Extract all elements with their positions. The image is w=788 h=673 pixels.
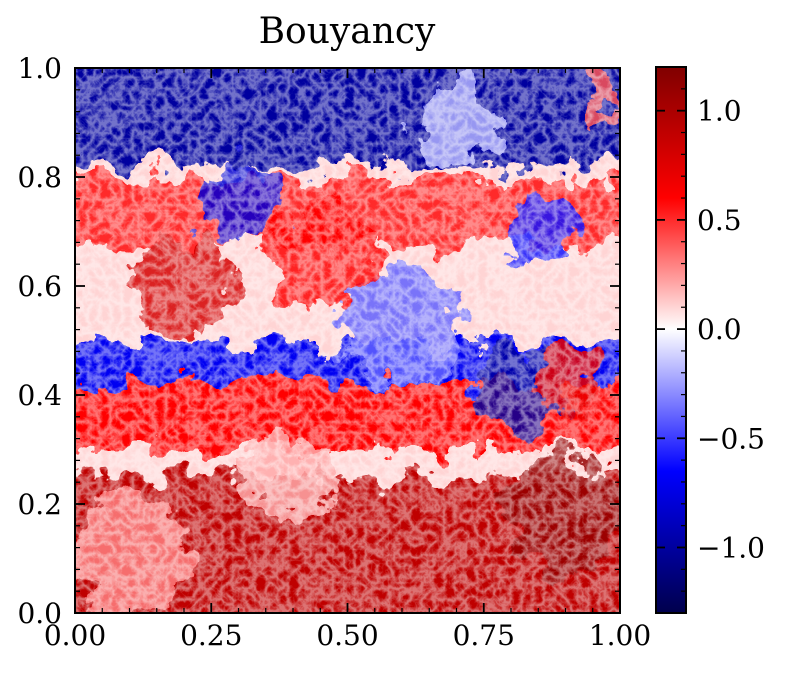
colorbar-tick-label: −1.0 (697, 531, 765, 564)
y-tick-label: 1.0 (17, 52, 62, 85)
colorbar-tick-label: 0.0 (697, 313, 742, 346)
y-tick-label: 0.6 (17, 270, 62, 303)
x-tick-label: 1.00 (589, 619, 651, 652)
colorbar-tick-label: −0.5 (697, 422, 765, 455)
colorbar: −1.0 −0.5 0.0 0.5 1.0 (655, 66, 765, 614)
y-tick-label: 0.0 (17, 597, 62, 630)
colorbar-gradient (655, 66, 687, 614)
colorbar-tick-label: 1.0 (697, 95, 742, 128)
chart-title: Bouyancy (259, 11, 436, 52)
x-tick-label: 0.50 (316, 619, 378, 652)
y-tick-label: 0.8 (17, 161, 62, 194)
colorbar-tick-label: 0.5 (697, 204, 742, 237)
x-tick-label: 0.75 (453, 619, 515, 652)
x-tick-label: 0.25 (180, 619, 242, 652)
y-tick-label: 0.2 (17, 488, 62, 521)
x-tick-label: 0.00 (44, 619, 106, 652)
y-axis: 0.0 0.2 0.4 0.6 0.8 1.0 (17, 52, 620, 630)
colorbar-ticks: −1.0 −0.5 0.0 0.5 1.0 (656, 66, 765, 614)
heatmap-field (75, 68, 620, 613)
x-axis: 0.00 0.25 0.50 0.75 1.00 (44, 68, 651, 652)
y-tick-label: 0.4 (17, 379, 62, 412)
